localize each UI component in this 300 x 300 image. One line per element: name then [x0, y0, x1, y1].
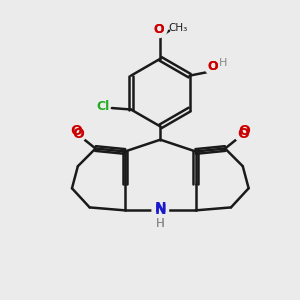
Circle shape: [205, 58, 221, 75]
Circle shape: [70, 126, 86, 142]
Text: O: O: [70, 124, 82, 138]
Text: Cl: Cl: [96, 100, 110, 113]
Text: N: N: [154, 203, 166, 218]
Text: H: H: [219, 58, 228, 68]
Text: CH₃: CH₃: [168, 23, 188, 33]
Circle shape: [235, 126, 251, 142]
Text: O: O: [154, 23, 164, 36]
Text: O: O: [238, 124, 250, 138]
Circle shape: [151, 21, 167, 38]
Circle shape: [152, 202, 169, 219]
Text: O: O: [237, 127, 249, 141]
Text: O: O: [154, 23, 164, 36]
Text: H: H: [156, 217, 165, 230]
Text: O: O: [208, 60, 218, 73]
Text: O: O: [72, 127, 84, 141]
Text: H: H: [156, 217, 165, 230]
Text: O: O: [208, 60, 218, 73]
Text: N: N: [154, 201, 166, 215]
